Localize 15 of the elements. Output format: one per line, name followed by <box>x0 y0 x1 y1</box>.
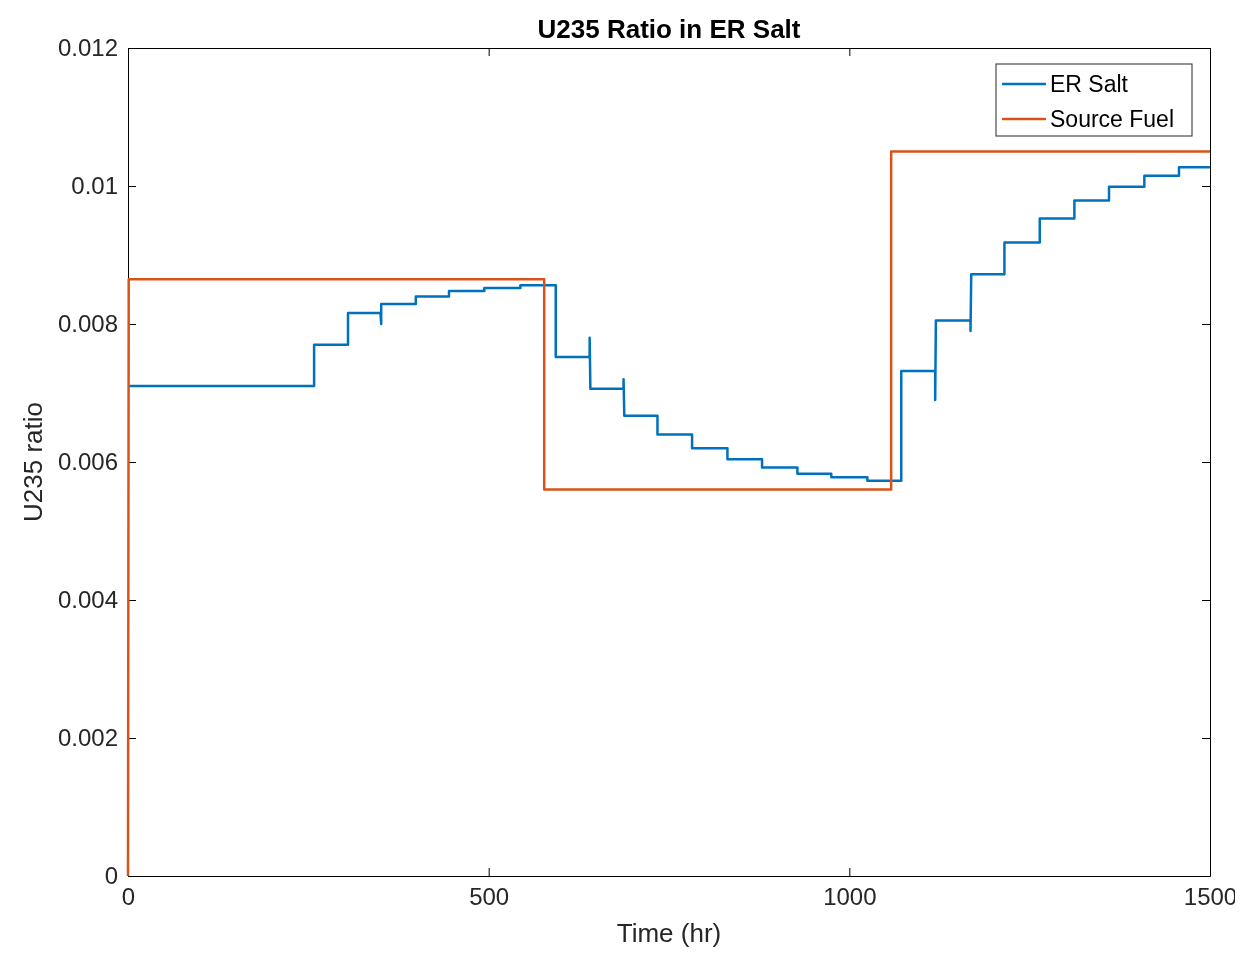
x-tick-label: 0 <box>121 883 136 911</box>
x-axis-title: Time (hr) <box>616 918 722 948</box>
legend-label: Source Fuel <box>1050 106 1175 132</box>
chart-title: U235 Ratio in ER Salt <box>537 14 801 44</box>
x-tick-label: 1000 <box>823 883 877 911</box>
y-tick-label: 0.004 <box>57 586 118 614</box>
y-tick-label: 0 <box>104 862 118 890</box>
legend-label: ER Salt <box>1050 71 1129 97</box>
y-tick-label: 0.01 <box>71 172 118 200</box>
x-tick-label: 500 <box>469 883 510 911</box>
y-tick-label: 0.006 <box>57 448 118 476</box>
y-tick-label: 0.002 <box>57 724 118 752</box>
y-tick-label: 0.012 <box>57 34 118 62</box>
y-axis-title: U235 ratio <box>18 402 48 522</box>
y-tick-label: 0.008 <box>57 310 118 338</box>
